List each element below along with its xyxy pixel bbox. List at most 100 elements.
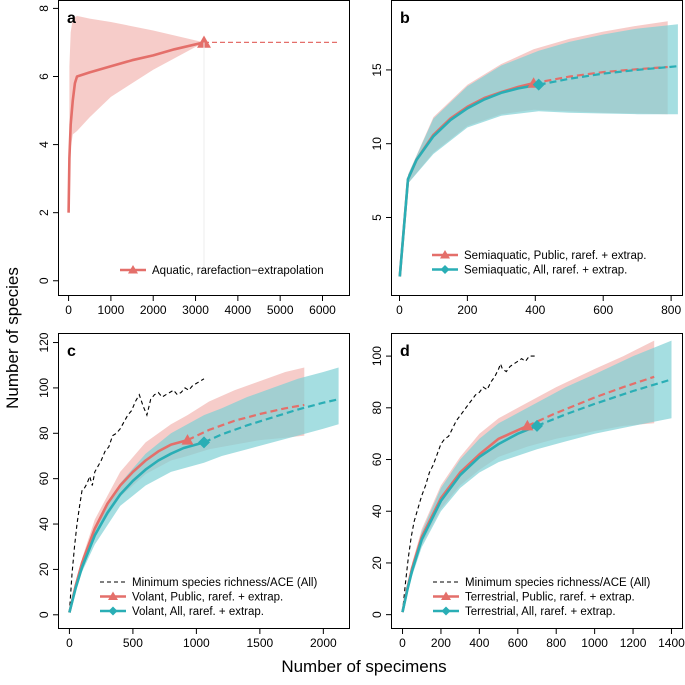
panel-letter: a [67,10,76,27]
x-tick-label: 6000 [309,303,336,317]
x-tick-label: 1400 [658,636,685,650]
legend-marker-all [108,606,118,616]
y-tick-label: 0 [370,611,384,618]
legend-marker-public [440,250,450,259]
y-tick-label: 60 [370,453,384,467]
y-tick-label: 8 [37,5,51,12]
x-tick-label: 1000 [183,636,210,650]
legend-marker-public [441,591,451,600]
x-tick-label: 400 [525,303,545,317]
confidence-band-all [408,24,678,184]
x-tick-label: 1000 [98,303,125,317]
x-tick-label: 800 [546,636,566,650]
x-tick-label: 0 [65,303,72,317]
confidence-band-public [69,15,205,179]
ace-curve [401,355,537,613]
y-tick-label: 120 [37,332,51,352]
plot-frame-a [58,0,350,296]
rarefaction-line-public [67,41,205,213]
observed-marker-public [181,434,194,445]
confidence-band-all [412,340,672,576]
x-tick-label: 1200 [620,636,647,650]
y-tick-label: 0 [37,277,51,284]
legend-label-public: Volant, Public, raref. + extrap. [132,592,283,604]
observed-marker-all [531,419,543,432]
legend-label-all: Volant, All, raref. + extrap. [132,606,264,618]
legend-marker-public [108,591,118,600]
x-tick-label: 200 [457,303,477,317]
extrapolation-line-all [536,378,672,427]
x-axis-title: Number of specimens [281,657,446,676]
panel-d: d 0 200 400 600 800 1000 1200 1400 0 20 40 60 80 100 Mi… [370,333,685,650]
legend-d: Minimum species richness/ACE (All) Terres… [433,577,650,618]
x-tick-label: 800 [661,303,681,317]
legend-label-all: Terrestrial, All, raref. + extrap. [465,606,616,618]
y-tick-label: 10 [370,137,384,151]
legend-b: Semiaquatic, Public, raref. + extrap. Sem… [432,250,647,277]
y-tick-label: 100 [37,378,51,398]
legend-marker-all [441,606,451,616]
legend-label-public: Aquatic, rarefaction−extrapolation [152,265,324,277]
plot-frame-c [58,333,350,629]
y-tick-label: 40 [370,504,384,518]
panel-c: c 0 500 1000 1500 2000 0 20 40 60 80 100 120 Minimum … [37,332,350,650]
plot-area-d [401,340,672,613]
y-tick-label: 100 [370,346,384,366]
rarefaction-line-all [68,441,205,613]
x-tick-label: 5000 [267,303,294,317]
x-tick-label: 1500 [247,636,274,650]
confidence-band-all [82,367,339,572]
observed-marker-public [521,419,534,431]
y-axis-title: Number of species [3,267,22,409]
plot-frame-b [391,0,683,296]
x-tick-label: 500 [123,636,143,650]
x-tick-label: 4000 [225,303,252,317]
x-tick-label: 400 [469,636,489,650]
x-tick-label: 200 [431,636,451,650]
x-tick-label: 3000 [182,303,209,317]
panel-letter: d [400,343,410,360]
extrapolation-line-all [203,398,339,444]
observed-marker-all [532,78,545,91]
y-tick-label: 5 [370,214,384,221]
x-tick-label: 0 [66,636,73,650]
y-tick-label: 60 [37,472,51,486]
extrapolation-line-public [526,375,655,427]
y-tick-label: 40 [37,517,51,531]
legend-label-ace: Minimum species richness/ACE (All) [465,577,650,589]
x-tick-label: 600 [593,303,613,317]
observed-marker-all [198,436,210,449]
y-tick-label: 80 [370,401,384,415]
rarefaction-line-all [398,83,539,277]
y-tick-label: 80 [37,426,51,440]
ace-curve [68,378,205,613]
y-tick-label: 0 [37,611,51,618]
legend-label-all: Semiaquatic, All, raref. + extrap. [464,265,627,277]
y-tick-label: 15 [370,63,384,77]
plot-area-b [398,21,678,277]
rarefaction-line-all [401,424,538,613]
extrapolation-line-public [533,65,668,85]
x-tick-label: 0 [399,636,406,650]
panel-letter: c [67,343,76,360]
plot-frame-d [391,333,683,629]
legend-label-public: Semiaquatic, Public, raref. + extrap. [464,250,647,262]
legend-c: Minimum species richness/ACE (All) Volant… [100,577,317,618]
legend-a: Aquatic, rarefaction−extrapolation [120,265,324,277]
plot-area-c [68,367,339,613]
legend-label-public: Terrestrial, Public, raref. + extrap. [465,592,635,604]
y-tick-label: 4 [37,141,51,148]
x-tick-label: 1000 [581,636,608,650]
x-tick-label: 0 [396,303,403,317]
panel-b: b 0 200 400 600 800 5 10 15 Semiaquatic, Public, … [370,0,683,317]
y-tick-label: 6 [37,73,51,80]
panel-letter: b [400,10,410,27]
legend-label-ace: Minimum species richness/ACE (All) [132,577,317,589]
observed-marker-public [197,35,211,48]
y-tick-label: 20 [370,556,384,570]
legend-marker-all [440,265,450,274]
plot-area-a [67,15,340,274]
y-tick-label: 2 [37,209,51,216]
x-tick-label: 600 [508,636,528,650]
